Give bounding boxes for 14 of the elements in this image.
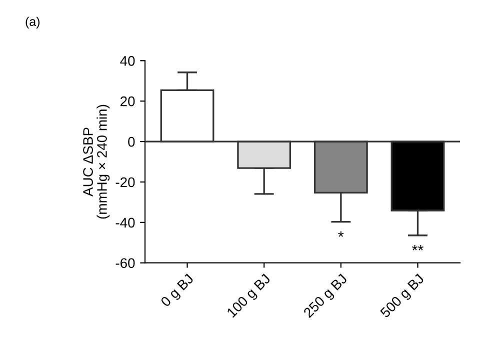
annotation: ** — [412, 244, 424, 250]
x-tick-label: 0 g BJ — [160, 274, 196, 310]
y-tick-label: 0 — [128, 136, 135, 147]
x-tick-label: 250 g BJ — [302, 274, 350, 320]
x-tick-label: 500 g BJ — [380, 274, 426, 320]
y-tick-label: -20 — [116, 177, 135, 188]
y-axis-title: AUC ΔSBP (mmHg × 240 min) — [83, 104, 110, 219]
x-tick-label: 100 g BJ — [226, 274, 273, 320]
y-tick-label: 20 — [120, 96, 135, 106]
y-tick-label: 40 — [120, 56, 135, 66]
y-tick-label: -40 — [116, 218, 135, 228]
text: (a) — [26, 16, 40, 28]
annotation: * — [338, 231, 344, 237]
y-tick-label: -60 — [116, 258, 135, 268]
